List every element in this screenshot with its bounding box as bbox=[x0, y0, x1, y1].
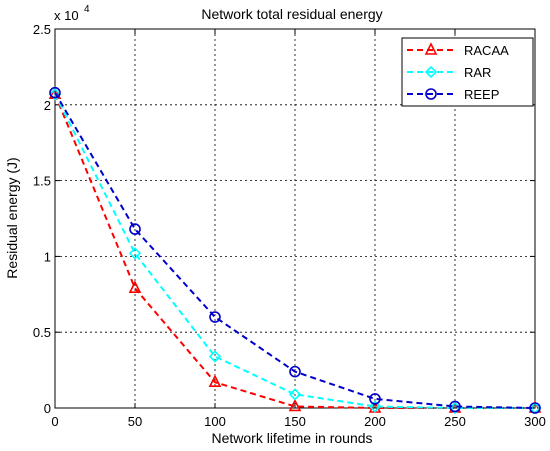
legend-item-racaa: RACAA bbox=[407, 42, 509, 58]
legend-box bbox=[401, 37, 534, 107]
legend-label: RAR bbox=[464, 65, 491, 80]
y-exponent-power: 4 bbox=[84, 4, 90, 15]
legend-item-rar: RAR bbox=[407, 65, 491, 80]
data-point-circle bbox=[289, 365, 301, 378]
y-tick-label: 0 bbox=[44, 401, 51, 416]
legend-item-reep: REEP bbox=[407, 87, 499, 102]
y-tick-label: 0.5 bbox=[33, 325, 51, 340]
x-tick-label: 200 bbox=[364, 414, 386, 429]
data-point-circle bbox=[369, 393, 381, 405]
series-reep bbox=[49, 86, 541, 414]
y-tick-label: 2.5 bbox=[33, 22, 51, 37]
y-tick-label: 2 bbox=[44, 98, 51, 113]
data-point-diamond bbox=[368, 400, 382, 413]
data-point-diamond bbox=[208, 350, 222, 363]
data-point-triangle bbox=[128, 280, 142, 294]
series-layer bbox=[48, 86, 542, 415]
data-point-triangle bbox=[208, 374, 222, 388]
data-point-circle bbox=[449, 400, 461, 413]
legend: RACAA RAR REEP bbox=[401, 37, 534, 107]
x-tick-label: 50 bbox=[128, 414, 142, 429]
data-point-circle bbox=[49, 86, 61, 99]
x-axis-label: Network lifetime in rounds bbox=[211, 430, 372, 446]
legend-label: RACAA bbox=[464, 43, 509, 58]
y-tick-label: 1 bbox=[44, 249, 51, 264]
x-tick-label: 250 bbox=[444, 414, 466, 429]
x-tick-label: 100 bbox=[204, 414, 226, 429]
y-exponent-base: x 10 bbox=[54, 8, 79, 23]
data-point-diamond bbox=[128, 247, 142, 260]
legend-marker-diamond bbox=[424, 65, 438, 79]
data-point-diamond bbox=[48, 88, 62, 101]
legend-label: REEP bbox=[464, 87, 499, 102]
data-point-triangle bbox=[288, 398, 302, 412]
series-rar bbox=[48, 88, 542, 415]
y-axis-label: Residual energy (J) bbox=[4, 157, 20, 278]
x-tick-label: 0 bbox=[51, 414, 58, 429]
data-point-circle bbox=[129, 223, 141, 235]
data-point-diamond bbox=[288, 388, 302, 401]
x-tick-label: 150 bbox=[284, 414, 306, 429]
axis-ticks: 0 50 100 150 200 250 300 0 0.5 1 1.5 2 2.5 bbox=[33, 22, 546, 429]
x-tick-label: 300 bbox=[524, 414, 546, 429]
series-line bbox=[54, 92, 536, 409]
legend-marker-triangle bbox=[424, 42, 438, 55]
data-point-circle bbox=[209, 311, 221, 323]
chart-title: Network total residual energy bbox=[201, 6, 382, 22]
data-point-circle bbox=[529, 402, 541, 414]
legend-marker-circle bbox=[425, 88, 437, 100]
y-tick-label: 1.5 bbox=[33, 174, 51, 189]
